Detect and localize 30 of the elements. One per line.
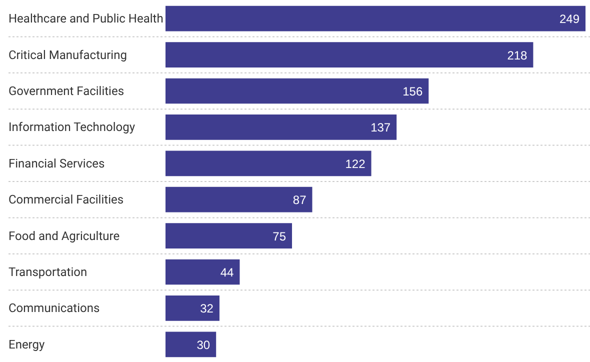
data-label: 75 [272,229,286,244]
bar [166,78,429,104]
data-label: 44 [220,266,234,280]
bar [166,186,312,212]
bar [166,332,216,358]
data-label: 249 [559,12,580,26]
bar [166,296,220,321]
y-tick-label: Energy [8,337,46,352]
data-label: 122 [345,156,366,171]
y-tick-label: Critical Manufacturing [8,48,127,62]
bar [166,42,534,68]
bar [166,259,240,285]
data-label: 218 [507,48,528,62]
data-label: 32 [200,302,214,316]
y-tick-label: Commercial Facilities [8,192,124,207]
y-tick-label: Government Facilities [8,84,124,98]
bar [166,223,292,248]
data-label: 87 [292,193,307,208]
y-tick-label: Transportation [8,265,88,279]
y-tick-label: Food and Agriculture [8,228,120,243]
y-tick-label: Healthcare and Public Health [8,12,164,26]
bar [166,150,372,176]
data-label: 137 [370,120,391,135]
bar [166,6,586,32]
data-label: 156 [402,84,423,98]
bar [166,114,397,140]
data-label: 30 [196,338,210,352]
y-tick-label: Financial Services [8,156,105,170]
y-tick-label: Information Technology [8,120,136,134]
y-tick-label: Communications [8,301,100,316]
